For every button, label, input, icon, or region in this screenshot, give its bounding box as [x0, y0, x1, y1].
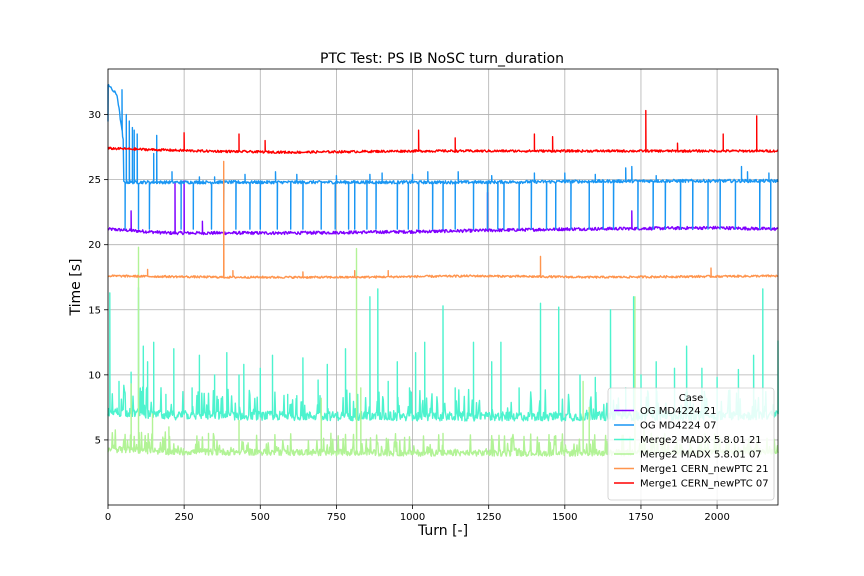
axis-ticks: 0 250 500 750 1000 1250 1500 1750 2000 5 10 15 20 25 3…: [88, 110, 730, 523]
x-tick-label: 1250: [476, 512, 501, 523]
x-axis-label: Turn [-]: [417, 523, 468, 539]
series-line-merge1-cern-newptc-21: [107, 160, 779, 279]
plot-frame: [107, 68, 779, 506]
legend-entry: Merge2 MADX 5.8.01 21: [640, 435, 762, 446]
x-tick-label: 250: [175, 512, 194, 523]
legend-entry: OG MD4224 21: [640, 406, 716, 417]
x-tick-label: 1500: [552, 512, 577, 523]
legend-entry: Merge1 CERN_newPTC 21: [640, 464, 769, 475]
series-line-merge1-cern-newptc-07: [107, 109, 779, 155]
y-tick-label: 20: [88, 240, 101, 251]
legend-box: [607, 387, 775, 501]
legend: Case OG MD4224 21 OG MD4224 07 Merge2 MADX …: [607, 387, 775, 501]
x-tick-label: 2000: [704, 512, 729, 523]
x-tick-label: 750: [327, 512, 346, 523]
legend-entry: OG MD4224 07: [640, 421, 716, 432]
x-tick-label: 500: [251, 512, 270, 523]
legend-title: Case: [679, 393, 703, 404]
x-tick-label: 1750: [628, 512, 653, 523]
series-line-og-md4224-07: [107, 83, 779, 230]
chart-title: PTC Test: PS IB NoSC turn_duration: [320, 51, 564, 67]
y-tick-label: 10: [88, 370, 101, 381]
legend-entry: Merge2 MADX 5.8.01 07: [640, 450, 762, 461]
y-tick-label: 15: [88, 305, 101, 316]
x-tick-label: 0: [105, 512, 111, 523]
legend-entry: Merge1 CERN_newPTC 07: [640, 479, 769, 490]
y-tick-label: 30: [88, 110, 101, 121]
y-tick-label: 5: [95, 435, 101, 446]
y-axis-label: Time [s]: [68, 259, 84, 317]
x-tick-label: 1000: [400, 512, 425, 523]
y-tick-label: 25: [88, 175, 101, 186]
